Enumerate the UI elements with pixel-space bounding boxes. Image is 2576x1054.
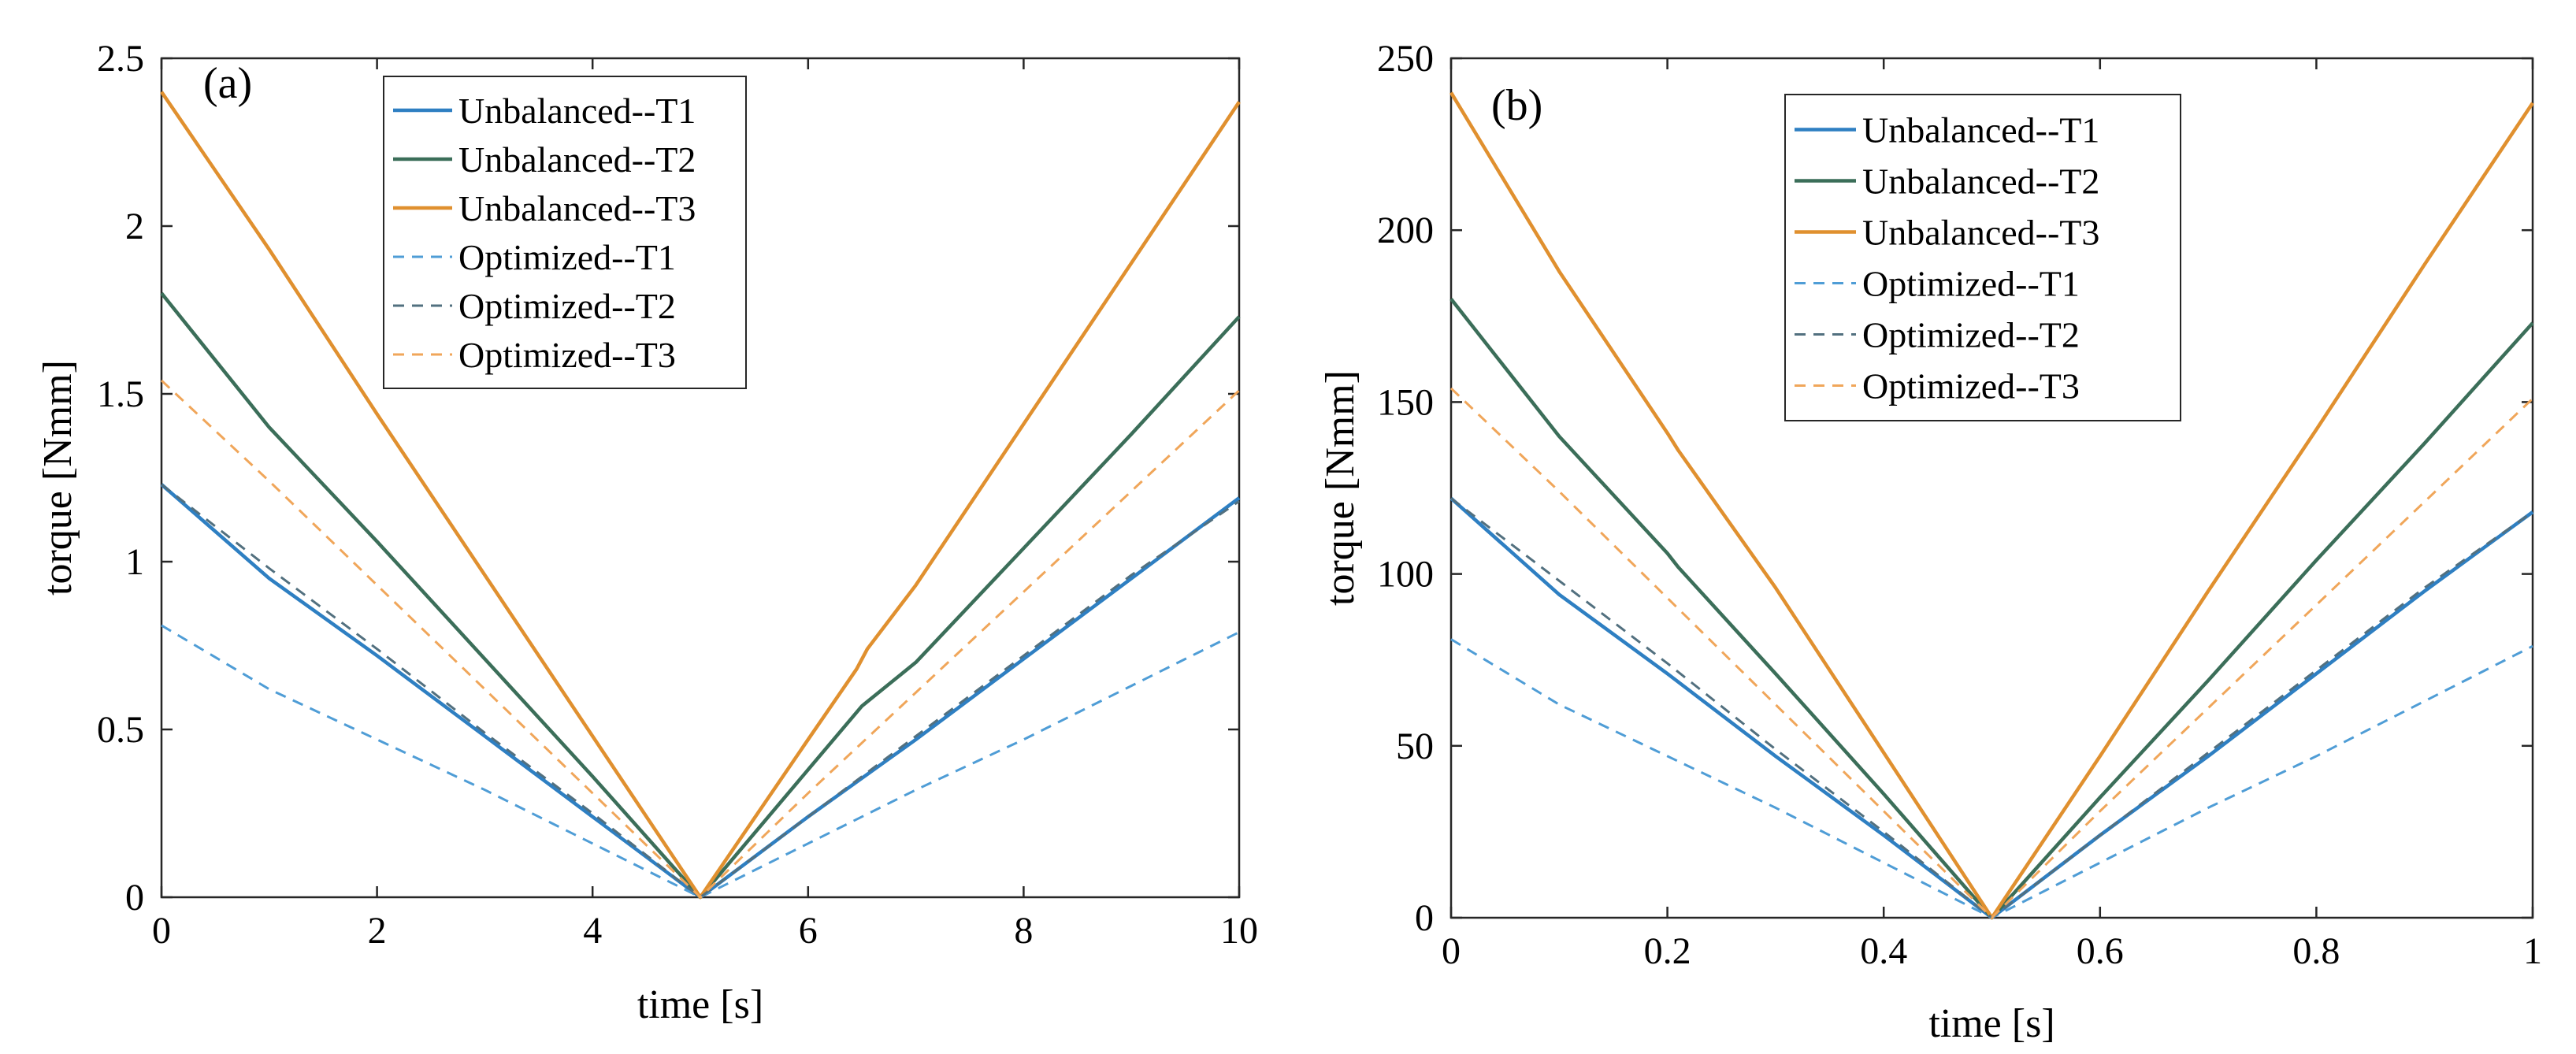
series-line-optimized-t1 bbox=[161, 624, 1240, 899]
y-tick-label: 0 bbox=[1415, 897, 1434, 939]
series-line-optimized-t3 bbox=[1449, 387, 2534, 919]
chart-panel-b: 0 0.2 0.4 0.6 0.8 1 0 50 100 150 200 250 time [s] tor… bbox=[1318, 38, 2542, 1046]
panel-label: (a) bbox=[203, 59, 252, 108]
x-tick-label: 4 bbox=[583, 910, 602, 952]
x-tick-label: 2 bbox=[368, 910, 387, 952]
chart-panel-a: 0 2 4 6 8 10 0 0.5 1 1.5 2 2.5 time [s] torque [Nmm] (… bbox=[35, 38, 1258, 1027]
y-tick-label: 0.5 bbox=[97, 709, 144, 751]
y-tick-label: 0 bbox=[125, 877, 144, 919]
series-line-unbalanced-t3 bbox=[160, 91, 1241, 900]
y-tick-label: 200 bbox=[1377, 210, 1434, 251]
legend-box bbox=[383, 76, 747, 389]
x-tick-label: 10 bbox=[1220, 910, 1258, 952]
legend-entry: Optimized--T2 bbox=[458, 286, 676, 326]
series-line-unbalanced-t2 bbox=[1449, 298, 2534, 920]
x-tick-label: 0.6 bbox=[2077, 930, 2124, 972]
legend-entry: Unbalanced--T1 bbox=[458, 91, 696, 131]
x-tick-label: 0.2 bbox=[1644, 930, 1691, 972]
legend-entry: Optimized--T2 bbox=[1862, 315, 2080, 355]
x-tick-label: 6 bbox=[799, 910, 818, 952]
y-tick-label: 100 bbox=[1377, 554, 1434, 596]
x-axis-label: time [s] bbox=[637, 982, 763, 1027]
legend-entry: Unbalanced--T1 bbox=[1862, 110, 2099, 150]
legend-entry: Optimized--T3 bbox=[458, 335, 676, 375]
series-line-unbalanced-t2 bbox=[160, 291, 1241, 900]
y-tick-label: 2.5 bbox=[97, 38, 144, 80]
legend: Unbalanced--T1 Unbalanced--T2 Unbalanced--… bbox=[383, 76, 747, 389]
panel-label: (b) bbox=[1491, 81, 1542, 130]
x-tick-label: 1 bbox=[2523, 930, 2542, 972]
x-axis-label: time [s] bbox=[1928, 1001, 2054, 1046]
y-tick-label: 2 bbox=[125, 206, 144, 247]
x-tick-label: 0 bbox=[1442, 930, 1461, 972]
series-line-unbalanced-t3 bbox=[1449, 91, 2534, 920]
x-tick-label: 0.8 bbox=[2292, 930, 2340, 972]
y-axis-label: torque [Nmm] bbox=[35, 360, 80, 596]
y-tick-label: 1 bbox=[125, 541, 144, 583]
x-tick-label: 0.4 bbox=[1860, 930, 1907, 972]
legend-entry: Unbalanced--T3 bbox=[1862, 213, 2099, 253]
y-axis-label: torque [Nmm] bbox=[1318, 370, 1363, 606]
x-tick-label: 8 bbox=[1014, 910, 1033, 952]
legend-entry: Unbalanced--T2 bbox=[458, 139, 696, 180]
y-tick-label: 150 bbox=[1377, 381, 1434, 423]
series-line-unbalanced-t1 bbox=[160, 483, 1241, 900]
y-tick-label: 250 bbox=[1377, 38, 1434, 80]
legend-entry: Optimized--T1 bbox=[1862, 264, 2080, 304]
legend-box bbox=[1784, 94, 2181, 421]
x-tick-label: 0 bbox=[152, 910, 171, 952]
legend-entry: Optimized--T1 bbox=[458, 237, 676, 277]
legend-entry: Unbalanced--T3 bbox=[458, 188, 696, 228]
legend-entry: Unbalanced--T2 bbox=[1862, 161, 2099, 202]
y-tick-label: 1.5 bbox=[97, 373, 144, 415]
y-tick-label: 50 bbox=[1396, 726, 1434, 767]
legend: Unbalanced--T1 Unbalanced--T2 Unbalanced--… bbox=[1784, 94, 2181, 421]
series-line-optimized-t3 bbox=[160, 379, 1241, 899]
legend-entry: Optimized--T3 bbox=[1862, 366, 2080, 406]
